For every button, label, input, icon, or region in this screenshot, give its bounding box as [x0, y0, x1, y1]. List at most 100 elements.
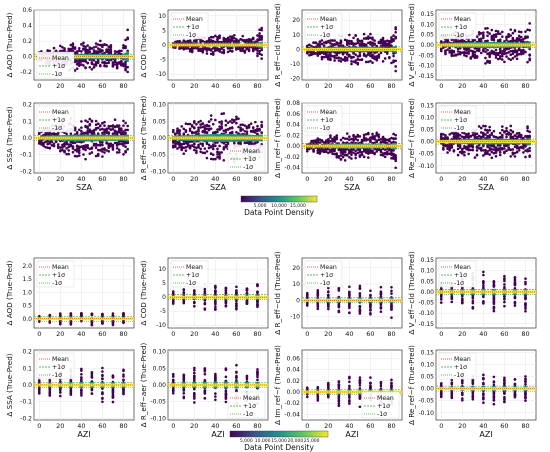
x-tick-label: 20 — [56, 330, 64, 338]
data-point — [373, 134, 376, 138]
y-tick-label: -0.02 — [284, 154, 300, 161]
data-point — [492, 148, 496, 151]
y-tick-label: 0.5 — [22, 303, 32, 310]
data-point — [105, 141, 108, 144]
data-point — [182, 146, 186, 150]
data-point — [442, 143, 445, 147]
data-point — [367, 156, 370, 159]
data-point — [107, 150, 111, 153]
data-point — [103, 120, 106, 124]
data-point — [115, 147, 119, 150]
data-point — [245, 300, 249, 303]
data-point — [488, 129, 491, 132]
data-point — [103, 64, 106, 68]
data-point — [216, 147, 219, 151]
data-point — [335, 134, 339, 137]
data-point — [186, 39, 190, 43]
data-point — [80, 145, 83, 148]
data-point — [109, 46, 113, 49]
data-point — [469, 49, 473, 52]
data-point — [526, 28, 529, 32]
data-point — [505, 35, 508, 39]
data-point — [318, 151, 322, 155]
data-point — [101, 155, 104, 158]
data-point — [90, 313, 94, 317]
data-point — [492, 135, 496, 138]
data-point — [218, 36, 221, 40]
data-point — [486, 129, 489, 132]
data-point — [494, 51, 498, 55]
data-point — [209, 145, 213, 148]
data-point — [345, 58, 349, 62]
data-point — [494, 53, 498, 57]
data-point — [513, 50, 517, 54]
y-axis-label: Δ Im_ref−f (True-Pred) — [273, 98, 282, 178]
data-point — [448, 144, 451, 148]
data-point — [341, 141, 345, 144]
data-point — [52, 144, 56, 148]
data-point — [337, 304, 341, 308]
data-point — [471, 145, 475, 149]
data-point — [484, 148, 487, 152]
data-point — [394, 69, 397, 73]
data-point — [103, 124, 106, 127]
data-point — [390, 39, 393, 42]
data-point — [84, 48, 87, 51]
data-point — [494, 135, 498, 139]
legend-minus-sigma: -1σ — [186, 32, 196, 39]
data-point — [367, 53, 370, 56]
data-point — [59, 149, 62, 153]
data-point — [513, 55, 517, 58]
data-point — [211, 53, 215, 56]
data-point — [509, 128, 513, 132]
data-point — [350, 137, 353, 141]
x-tick-label: 60 — [500, 175, 508, 183]
data-point — [486, 134, 489, 138]
panel-7: 0 20 40 60 80-0.10-0.050.000.050.100.15Mean+… — [407, 98, 537, 192]
data-point — [496, 30, 500, 33]
data-point — [394, 59, 397, 63]
data-point — [174, 142, 177, 145]
legend-mean: Mean — [243, 148, 260, 155]
data-point — [209, 152, 213, 156]
data-point — [77, 59, 81, 62]
data-point — [345, 53, 349, 56]
y-tick-label: -0.2 — [20, 69, 32, 76]
data-point — [256, 52, 259, 55]
data-point — [180, 145, 183, 149]
data-point — [456, 153, 460, 157]
data-point — [77, 147, 81, 150]
data-point — [381, 38, 385, 42]
data-point — [84, 66, 87, 69]
data-point — [465, 51, 468, 55]
data-point — [479, 37, 483, 41]
data-point — [522, 151, 525, 154]
data-point — [84, 50, 87, 53]
data-point — [358, 53, 362, 57]
data-point — [339, 40, 343, 44]
data-point — [513, 151, 517, 155]
data-point — [312, 140, 315, 143]
data-point — [203, 151, 207, 155]
x-tick-label: 0 — [171, 330, 175, 338]
data-point — [345, 132, 349, 135]
data-point — [394, 133, 397, 137]
data-point — [216, 35, 219, 39]
data-point — [239, 38, 242, 41]
data-point — [77, 64, 81, 67]
data-point — [354, 156, 357, 160]
data-point — [367, 149, 370, 152]
data-point — [360, 138, 364, 142]
data-point — [109, 144, 113, 148]
data-point — [507, 148, 510, 151]
y-axis-label: Δ AOD (True-Pred) — [5, 260, 14, 325]
data-point — [358, 151, 362, 154]
data-point — [218, 128, 221, 131]
data-point — [333, 43, 336, 47]
legend-minus-sigma: -1σ — [320, 280, 330, 287]
legend-plus-sigma: +1σ — [186, 24, 199, 31]
data-point — [394, 153, 397, 157]
data-point — [461, 151, 464, 155]
data-point — [113, 63, 117, 66]
data-point — [256, 124, 259, 128]
